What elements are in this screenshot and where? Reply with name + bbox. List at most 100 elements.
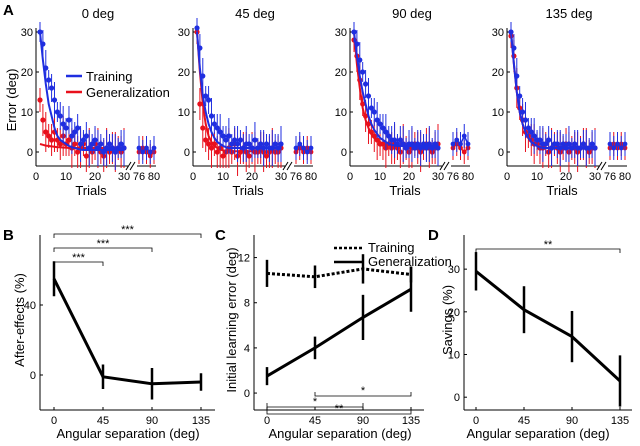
panel-c-xtick-label: 45 (309, 415, 321, 427)
ytick-label-30: 30 (335, 27, 347, 39)
subplot-0-title: 0 deg (82, 6, 115, 21)
xtick-label-76: 76 (604, 171, 616, 183)
subplot-1-title: 45 deg (235, 6, 275, 21)
panel-c-sig-label: * (313, 396, 318, 408)
training-point (377, 121, 383, 127)
panel-b-ytick-label: 40 (24, 300, 36, 312)
panel-d-xlabel: Angular separation (deg) (466, 426, 609, 441)
generalization-point (203, 137, 209, 143)
xtick-label-30: 30 (589, 171, 601, 183)
training-fit-line (196, 31, 281, 149)
xtick-label-76: 76 (133, 171, 145, 183)
training-point (77, 141, 84, 147)
ytick-label-20: 20 (178, 67, 190, 79)
training-fit-line (510, 31, 595, 149)
training-point (57, 113, 63, 119)
subplot-3-xlabel: Trials (546, 183, 578, 198)
panel-d-xtick-label: 90 (566, 415, 578, 427)
ytick-label-30: 30 (178, 27, 190, 39)
xtick-label-20: 20 (403, 171, 415, 183)
training-point (580, 141, 587, 147)
training-point (258, 141, 264, 147)
xtick-label-30: 30 (118, 171, 130, 183)
training-point (220, 133, 226, 139)
ytick-label-0: 0 (184, 147, 190, 159)
legend-generalization-label: Generalization (86, 85, 170, 100)
generalization-point (205, 141, 212, 147)
panel-c-generalization-line (266, 287, 412, 378)
training-point (208, 113, 215, 119)
training-point (48, 85, 55, 91)
axis-break-1 (282, 161, 289, 171)
legend-training-label: Training (86, 69, 132, 84)
ytick-label-0: 0 (498, 147, 504, 159)
training-point (252, 137, 258, 143)
training-point (528, 129, 534, 135)
axis-break-1 (596, 161, 603, 171)
panel-label-c: C (215, 227, 226, 244)
panel-c-ytick-label: 0 (244, 388, 250, 400)
generalization-fit-line (196, 31, 281, 153)
panel-d-sig-label: ** (544, 239, 553, 251)
panel-b-ylabel: After-effects (%) (12, 273, 27, 367)
training-late-line (452, 134, 469, 146)
training-point (229, 141, 235, 147)
training-point (263, 141, 270, 147)
training-point (391, 137, 398, 143)
training-point (246, 141, 252, 147)
training-point (519, 109, 526, 115)
training-point (566, 141, 572, 147)
ytick-label-20: 20 (21, 67, 33, 79)
training-point (83, 133, 89, 139)
panel-c-sig-bracket (266, 410, 412, 415)
training-late-line (609, 142, 626, 150)
panel-c-ylabel: Initial learning error (deg) (224, 247, 239, 392)
panel-b-sig-bracket (53, 233, 202, 238)
ytick-label-20: 20 (335, 67, 347, 79)
training-point (365, 93, 372, 99)
training-point (72, 129, 78, 135)
training-point (525, 125, 531, 131)
training-point (89, 141, 95, 147)
generalization-point (46, 133, 52, 139)
training-point (572, 141, 578, 147)
xtick-label-10: 10 (374, 171, 386, 183)
training-point (194, 25, 200, 31)
panel-b-plot: 0 40 0 45 90 135 *** *** *** (24, 224, 215, 427)
training-point (368, 105, 374, 111)
xtick-label-76: 76 (290, 171, 302, 183)
panel-c-ytick-label: 4 (244, 343, 250, 355)
xtick-label-0: 0 (347, 171, 353, 183)
panel-c-training-line (266, 267, 412, 279)
panel-a-ylabel: Error (deg) (4, 69, 19, 132)
training-point (118, 141, 124, 147)
panel-b-sig-label: *** (72, 252, 86, 264)
training-point (66, 117, 72, 123)
subplot-2-xlabel: Trials (389, 183, 421, 198)
ytick-label-0: 0 (341, 147, 347, 159)
generalization-point (83, 153, 89, 159)
panel-d-savings-line (475, 270, 622, 383)
panel-c-sig-bracket (266, 403, 364, 408)
axis-break-2 (129, 161, 136, 171)
training-point (360, 69, 366, 75)
xtick-label-0: 0 (504, 171, 510, 183)
training-late-line (295, 142, 312, 154)
training-point (537, 137, 543, 143)
xtick-label-20: 20 (560, 171, 572, 183)
training-point (69, 133, 75, 139)
panel-c-xtick-label: 90 (357, 415, 369, 427)
panel-a-legend: Training Generalization (66, 69, 170, 100)
training-point (232, 137, 238, 143)
training-point (554, 141, 560, 147)
training-point (278, 141, 284, 147)
generalization-point (200, 125, 206, 131)
training-point (60, 121, 66, 127)
panel-c-xtick-label: 135 (402, 415, 420, 427)
panel-b-xtick-label: 0 (51, 415, 57, 427)
